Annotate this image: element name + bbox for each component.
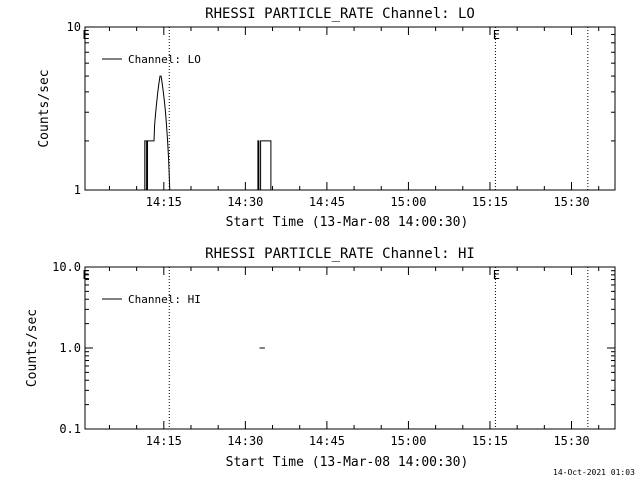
x-tick-label: 14:15 (146, 434, 182, 448)
x-tick-label: 14:45 (309, 195, 345, 209)
x-tick-label: 14:45 (309, 434, 345, 448)
plot-frame (84, 266, 616, 430)
x-tick-label: 15:15 (472, 434, 508, 448)
y-axis-label: Counts/sec (25, 309, 40, 387)
y-tick-label: 1.0 (59, 341, 81, 355)
series-line (144, 75, 171, 191)
x-tick-label: 15:00 (390, 195, 426, 209)
y-tick-label: 0.1 (59, 422, 81, 436)
x-tick-label: 14:30 (227, 195, 263, 209)
event-marker-label: E (493, 28, 500, 42)
y-tick-label: 1 (74, 183, 81, 197)
plot-frame (84, 26, 616, 191)
y-tick-label: 10.0 (52, 260, 81, 274)
legend-entry: Channel: HI (128, 293, 201, 306)
x-tick-label: 15:15 (472, 195, 508, 209)
series-line (257, 140, 272, 191)
chart-panel-2: RHESSI PARTICLE_RATE Channel: HI Start Ti… (25, 246, 616, 470)
x-tick-label: 15:30 (553, 434, 589, 448)
event-marker-label: E (493, 268, 500, 282)
x-tick-label: 14:15 (146, 195, 182, 209)
x-axis-label: Start Time (13-Mar-08 14:00:30) (226, 455, 469, 470)
x-tick-label: 14:30 (227, 434, 263, 448)
x-tick-label: 15:30 (553, 195, 589, 209)
y-tick-label: 10 (67, 20, 81, 34)
chart-title: RHESSI PARTICLE_RATE Channel: LO (205, 6, 475, 22)
event-marker-label: E (82, 28, 89, 42)
y-axis-label: Counts/sec (37, 69, 52, 147)
chart-panel-1: RHESSI PARTICLE_RATE Channel: LO Start Ti… (37, 6, 616, 230)
event-marker-label: E (82, 268, 89, 282)
x-tick-label: 15:00 (390, 434, 426, 448)
x-axis-label: Start Time (13-Mar-08 14:00:30) (226, 215, 469, 230)
footer-timestamp: 14-Oct-2021 01:03 (553, 468, 635, 477)
chart-title: RHESSI PARTICLE_RATE Channel: HI (205, 246, 475, 262)
legend-entry: Channel: LO (128, 53, 201, 66)
